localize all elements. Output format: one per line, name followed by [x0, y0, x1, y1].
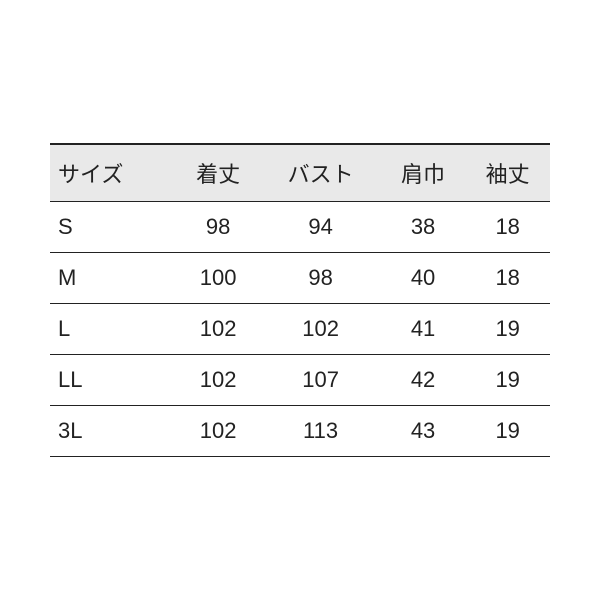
cell-bust: 94: [260, 202, 380, 253]
cell-size: LL: [50, 355, 176, 406]
table-header-row: サイズ 着丈 バスト 肩巾 袖丈: [50, 144, 550, 202]
cell-size: L: [50, 304, 176, 355]
size-table-container: サイズ 着丈 バスト 肩巾 袖丈 S 98 94 38 18 M 100 98 …: [50, 143, 550, 457]
table-row: L 102 102 41 19: [50, 304, 550, 355]
cell-length: 100: [176, 253, 261, 304]
size-table: サイズ 着丈 バスト 肩巾 袖丈 S 98 94 38 18 M 100 98 …: [50, 143, 550, 457]
col-header-sleeve: 袖丈: [465, 144, 550, 202]
cell-bust: 102: [260, 304, 380, 355]
col-header-shoulder: 肩巾: [381, 144, 466, 202]
table-row: S 98 94 38 18: [50, 202, 550, 253]
cell-sleeve: 18: [465, 202, 550, 253]
cell-shoulder: 42: [381, 355, 466, 406]
col-header-size: サイズ: [50, 144, 176, 202]
cell-length: 102: [176, 355, 261, 406]
cell-size: M: [50, 253, 176, 304]
table-row: 3L 102 113 43 19: [50, 406, 550, 457]
cell-sleeve: 19: [465, 406, 550, 457]
table-row: LL 102 107 42 19: [50, 355, 550, 406]
cell-size: 3L: [50, 406, 176, 457]
cell-sleeve: 19: [465, 304, 550, 355]
cell-shoulder: 43: [381, 406, 466, 457]
cell-length: 98: [176, 202, 261, 253]
col-header-length: 着丈: [176, 144, 261, 202]
col-header-bust: バスト: [260, 144, 380, 202]
cell-bust: 107: [260, 355, 380, 406]
cell-length: 102: [176, 406, 261, 457]
cell-size: S: [50, 202, 176, 253]
cell-shoulder: 40: [381, 253, 466, 304]
cell-bust: 113: [260, 406, 380, 457]
cell-shoulder: 38: [381, 202, 466, 253]
cell-length: 102: [176, 304, 261, 355]
cell-bust: 98: [260, 253, 380, 304]
cell-sleeve: 19: [465, 355, 550, 406]
cell-shoulder: 41: [381, 304, 466, 355]
table-row: M 100 98 40 18: [50, 253, 550, 304]
cell-sleeve: 18: [465, 253, 550, 304]
